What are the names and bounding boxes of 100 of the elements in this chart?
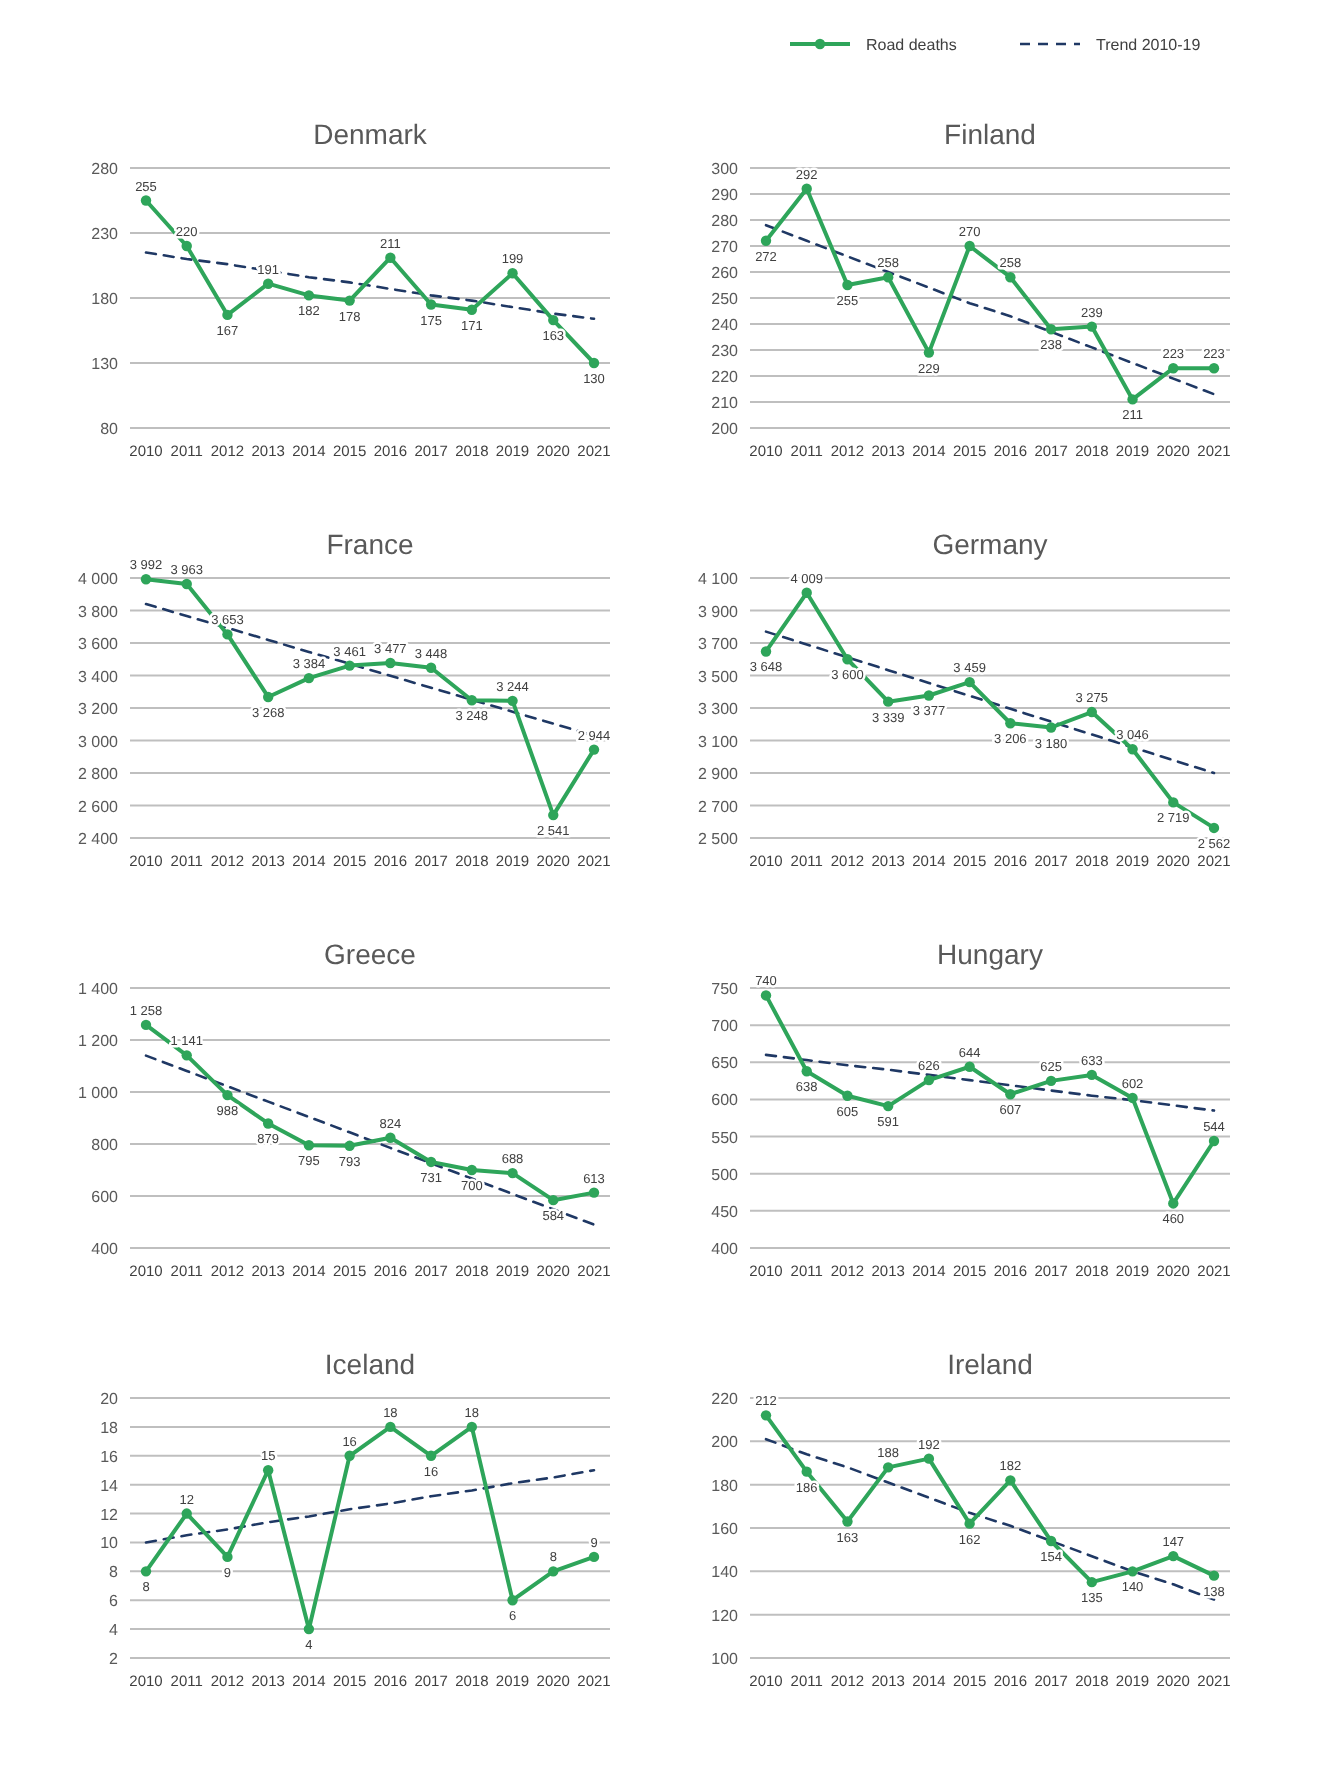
point [466,1421,478,1433]
point [385,252,396,263]
point [588,1551,600,1563]
point [466,304,478,315]
y-tick-label: 4 [109,1621,120,1640]
point [385,657,396,669]
y-tick-label: 12 [100,1505,120,1524]
y-tick-label: 750 [711,980,740,998]
y-tick-label: 3 000 [77,732,120,751]
point [140,195,152,206]
point [842,654,853,665]
y-tick-label: 3 300 [697,700,740,718]
y-tick-label: 550 [711,1128,740,1147]
y-tick-label: 300 [711,160,740,178]
y-tick-label: 600 [711,1091,740,1110]
point [760,235,772,246]
y-tick-label: 2 [109,1650,120,1668]
y-tick-label: 14 [100,1476,120,1495]
point [923,690,935,701]
y-tick-label: 1 000 [77,1084,120,1102]
y-tick-label: 250 [711,290,740,308]
chart-title: Germany [932,528,1048,560]
point [588,1187,600,1198]
chart-title: Finland [944,118,1036,150]
y-tick-label: 3 500 [697,667,740,686]
point [140,1566,152,1577]
y-tick-label: 16 [100,1447,120,1466]
y-tick-label: 3 800 [77,602,120,621]
point [466,695,478,706]
y-tick-label: 4 000 [77,570,120,588]
point [303,1140,315,1151]
y-tick-label: 700 [711,1017,740,1036]
point [1127,1566,1138,1577]
point [1005,718,1016,729]
y-tick-label: 200 [711,1433,740,1452]
point [344,1140,355,1152]
point [344,295,355,306]
point [507,695,518,707]
y-tick-label: 800 [91,1136,120,1154]
y-tick-label: 20 [100,1390,120,1408]
point [923,1074,935,1086]
point [262,278,274,289]
line-series [764,630,1216,775]
point [548,314,559,326]
y-tick-label: 3 900 [697,602,740,621]
chart-title: Greece [324,938,417,970]
y-tick-label: 100 [711,1650,740,1668]
y-tick-label: 400 [91,1240,120,1258]
point [1045,324,1057,335]
y-tick-label: 450 [711,1202,740,1221]
point [466,1164,478,1176]
y-tick-label: 220 [711,368,740,386]
point [923,1453,935,1464]
y-tick-label: 180 [91,290,120,308]
point [222,1551,233,1563]
point [425,299,437,310]
point [964,676,975,688]
y-tick-label: 2 400 [77,830,120,848]
point [425,1450,437,1461]
point [222,309,233,321]
point [181,1508,192,1519]
y-tick-label: 130 [91,355,120,373]
point [801,183,812,194]
y-tick-label: 270 [711,238,740,256]
y-tick-label: 230 [711,342,740,360]
chart-title: Ireland [947,1348,1033,1380]
point [1208,1135,1220,1147]
chart-title: Iceland [324,1348,416,1380]
y-tick-label: 230 [91,225,120,243]
legend-label: Trend 2010-19 [1096,36,1202,54]
point [507,268,518,279]
chart-title: Hungary [937,938,1043,970]
y-tick-label: 160 [711,1520,740,1538]
y-tick-label: 200 [711,420,740,438]
point [801,1066,812,1077]
point [548,809,559,821]
point [1086,1069,1098,1081]
y-tick-label: 80 [100,420,120,438]
point [801,587,812,598]
y-tick-label: 240 [711,316,740,334]
y-tick-label: 600 [91,1188,120,1206]
point [548,1194,559,1206]
point [1208,363,1220,374]
point [760,990,772,1001]
point [1127,394,1138,405]
y-tick-label: 260 [711,264,740,282]
point [1168,1550,1179,1562]
point [303,672,315,684]
y-tick-label: 2 900 [697,765,740,783]
line-series [144,1468,596,1544]
point [842,279,853,291]
y-tick-label: 180 [711,1476,740,1495]
y-tick-label: 3 200 [77,700,120,718]
point [1045,722,1057,733]
point [1005,1475,1016,1486]
y-tick-label: 650 [711,1054,740,1073]
point [1208,1570,1220,1581]
point [140,574,152,585]
y-tick-label: 280 [711,212,740,230]
point [507,1167,518,1179]
